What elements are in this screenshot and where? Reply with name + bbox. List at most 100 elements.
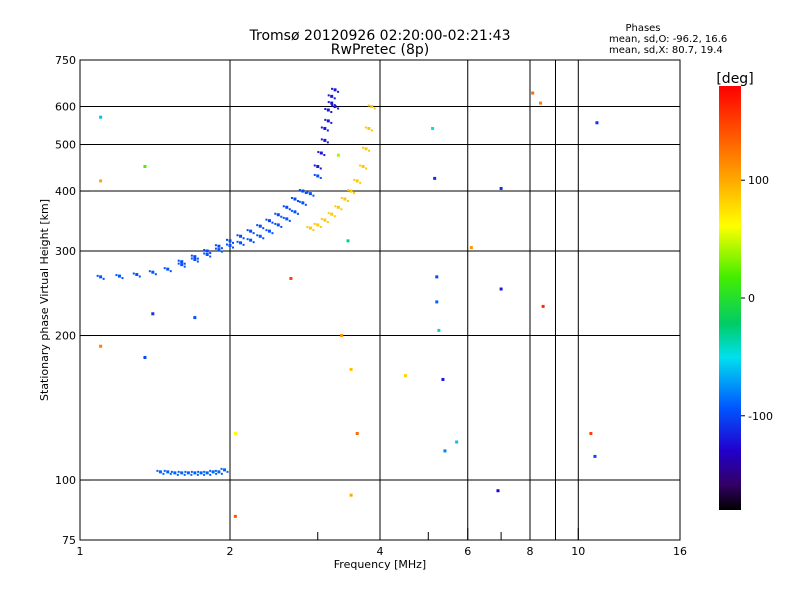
data-point	[203, 473, 206, 476]
data-point	[320, 126, 323, 129]
data-point	[373, 107, 376, 110]
phase-info-x: mean, sd,X: 80.7, 19.4	[609, 45, 723, 56]
data-point	[443, 449, 447, 453]
data-point	[326, 221, 329, 224]
data-point	[203, 252, 206, 255]
y-tick-label: 300	[55, 245, 76, 258]
data-point	[102, 277, 105, 280]
data-point	[177, 259, 180, 262]
data-point	[209, 469, 212, 472]
data-point	[308, 192, 312, 196]
data-point	[343, 197, 347, 201]
y-tick-label: 500	[55, 139, 76, 152]
data-point	[312, 194, 315, 197]
data-point	[367, 126, 371, 130]
data-point	[115, 274, 118, 277]
y-axis-label: Stationary phase Virtual Height [km]	[38, 199, 51, 401]
data-point	[151, 312, 155, 316]
data-point	[228, 239, 232, 243]
data-point	[593, 454, 597, 458]
data-point	[143, 355, 147, 359]
x-tick-label: 2	[227, 545, 234, 558]
data-point	[220, 247, 223, 250]
data-point	[217, 244, 221, 248]
data-point	[288, 219, 291, 222]
data-point	[228, 244, 232, 248]
data-point	[469, 246, 473, 250]
data-point	[183, 473, 186, 476]
data-point	[496, 489, 500, 493]
data-point	[337, 90, 340, 93]
data-point	[184, 470, 187, 473]
data-point	[280, 215, 283, 218]
data-point	[362, 146, 365, 149]
data-point	[333, 97, 336, 100]
data-point	[326, 129, 329, 132]
data-point	[214, 247, 217, 250]
data-point	[274, 222, 277, 225]
data-point	[166, 470, 170, 474]
data-point	[346, 239, 350, 243]
data-point	[173, 471, 177, 475]
data-point	[258, 224, 262, 228]
data-point	[347, 189, 350, 192]
data-point	[317, 151, 320, 154]
data-point	[365, 167, 368, 170]
data-point	[367, 104, 370, 107]
data-point	[340, 334, 344, 338]
data-point	[220, 467, 223, 470]
data-point	[433, 176, 437, 180]
y-tick-label: 750	[55, 54, 76, 67]
data-point	[199, 471, 203, 475]
data-point	[242, 237, 245, 240]
data-point	[183, 262, 186, 265]
data-point	[455, 440, 459, 444]
data-point	[265, 218, 268, 221]
data-point	[232, 246, 234, 249]
data-point	[282, 205, 285, 208]
x-tick-label: 1	[77, 545, 84, 558]
data-point	[334, 205, 337, 208]
data-point	[589, 432, 593, 436]
data-point	[327, 101, 330, 104]
data-point	[337, 107, 340, 110]
data-point	[156, 469, 159, 472]
x-tick-label: 6	[464, 545, 471, 558]
data-point	[368, 149, 371, 152]
data-point	[324, 118, 327, 121]
data-point	[340, 197, 343, 200]
data-point	[180, 260, 184, 264]
data-point	[193, 316, 197, 320]
data-point	[214, 244, 217, 247]
data-point	[320, 218, 323, 221]
data-point	[99, 275, 103, 279]
data-point	[197, 470, 200, 473]
data-point	[226, 238, 228, 241]
data-point	[186, 471, 190, 475]
data-point	[193, 258, 197, 262]
data-point	[298, 200, 301, 203]
data-point	[236, 234, 239, 237]
data-point	[326, 108, 330, 112]
data-point	[289, 276, 293, 280]
data-point	[205, 253, 209, 257]
data-point	[323, 154, 326, 157]
data-point	[183, 265, 186, 268]
data-point	[252, 232, 255, 235]
data-point	[285, 217, 289, 221]
data-point	[132, 272, 135, 275]
data-point	[304, 203, 307, 206]
data-point	[288, 208, 291, 211]
colorbar-tick-label: 100	[748, 174, 769, 187]
data-point	[326, 141, 329, 144]
data-point	[331, 104, 334, 107]
data-point	[226, 243, 228, 246]
y-tick-label: 200	[55, 330, 76, 343]
data-point	[265, 229, 268, 232]
data-point	[209, 252, 212, 255]
data-point	[330, 121, 333, 124]
data-point	[99, 344, 103, 348]
data-point	[215, 472, 218, 475]
data-point	[499, 287, 503, 291]
data-point	[99, 115, 103, 119]
